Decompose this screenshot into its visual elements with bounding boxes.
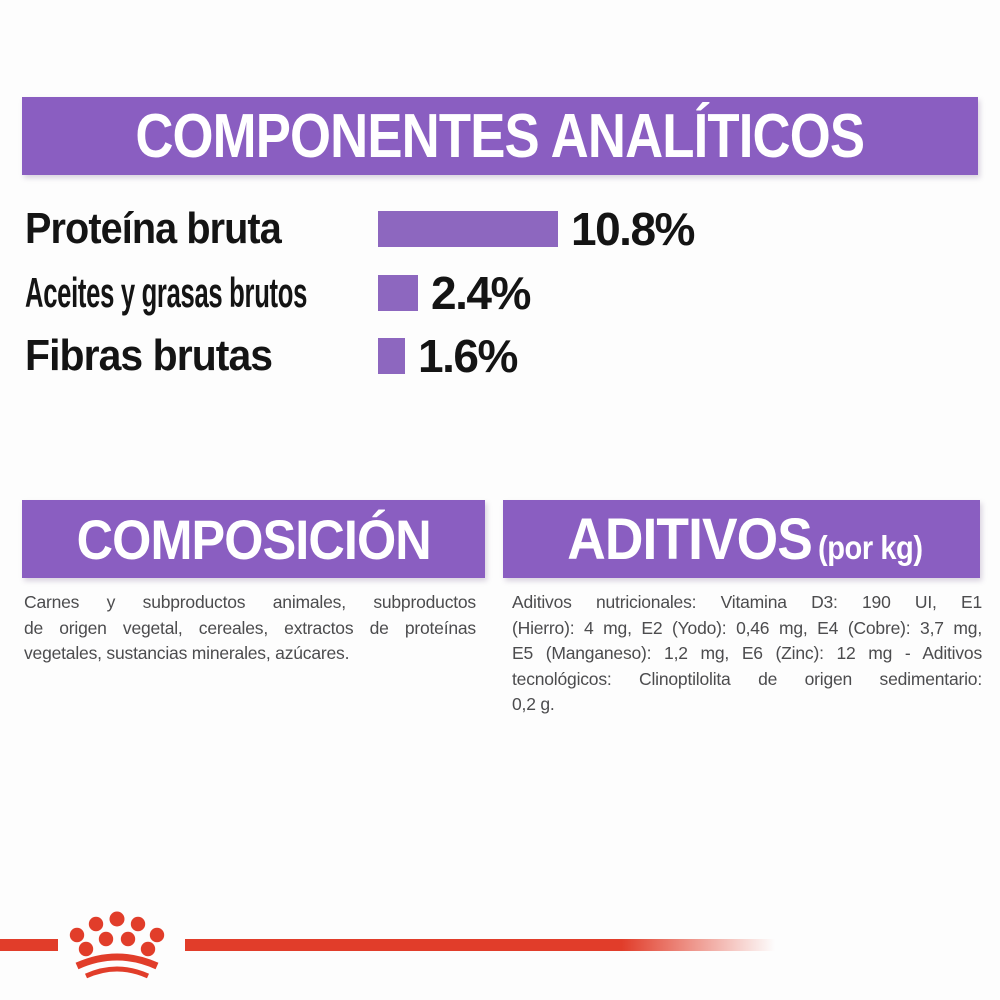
additives-text-line: tecnológicos: Clinoptilolita de origen s… [512, 668, 982, 689]
analytical-components-header: COMPONENTES ANALÍTICOS [22, 97, 978, 175]
chart-label-fats: Aceites y grasas brutos [25, 269, 308, 316]
composition-text: Carnes y subproductos animales, subprodu… [24, 590, 476, 667]
additives-text-line: (Hierro): 4 mg, E2 (Yodo): 0,46 mg, E4 (… [512, 617, 982, 638]
chart-bar-protein [378, 211, 558, 247]
additives-text-line: E5 (Manganeso): 1,2 mg, E6 (Zinc): 12 mg… [512, 643, 982, 663]
additives-text: Aditivos nutricionales: Vitamina D3: 190… [512, 590, 982, 718]
chart-row-fibre: Fibras brutas 1.6% [25, 330, 990, 382]
additives-header: ADITIVOS (por kg) [503, 500, 980, 578]
additives-unit-note: (por kg) [818, 528, 923, 566]
chart-row-fats: Aceites y grasas brutos 2.4% [25, 267, 990, 319]
chart-row-protein: Proteína bruta 10.8% [25, 203, 990, 255]
additives-text-line: 0,2 g. [512, 694, 555, 714]
analytical-components-title: COMPONENTES ANALÍTICOS [135, 101, 866, 171]
chart-value-protein: 10.8% [571, 203, 695, 255]
composition-header: COMPOSICIÓN [22, 500, 485, 578]
chart-value-fats: 2.4% [431, 267, 531, 319]
additives-title: ADITIVOS [567, 506, 813, 572]
additives-text-line: Aditivos nutricionales: Vitamina D3: 190… [512, 592, 982, 612]
composition-text-line: de origen vegetal, cereales, extractos d… [24, 617, 476, 638]
footer-red-line-right [185, 939, 775, 951]
composition-text-line: Carnes y subproductos animales, subprodu… [24, 592, 476, 612]
chart-bar-fibre [378, 338, 405, 374]
royal-canin-crown-icon [69, 911, 165, 979]
composition-text-line: vegetales, sustancias minerales, azúcare… [24, 643, 350, 663]
composition-title: COMPOSICIÓN [76, 507, 431, 571]
chart-label-fibre: Fibras brutas [25, 331, 273, 380]
chart-label-protein: Proteína bruta [25, 204, 282, 253]
chart-bar-fats [378, 275, 418, 311]
footer-red-line-left [0, 939, 58, 951]
chart-value-fibre: 1.6% [418, 330, 518, 382]
